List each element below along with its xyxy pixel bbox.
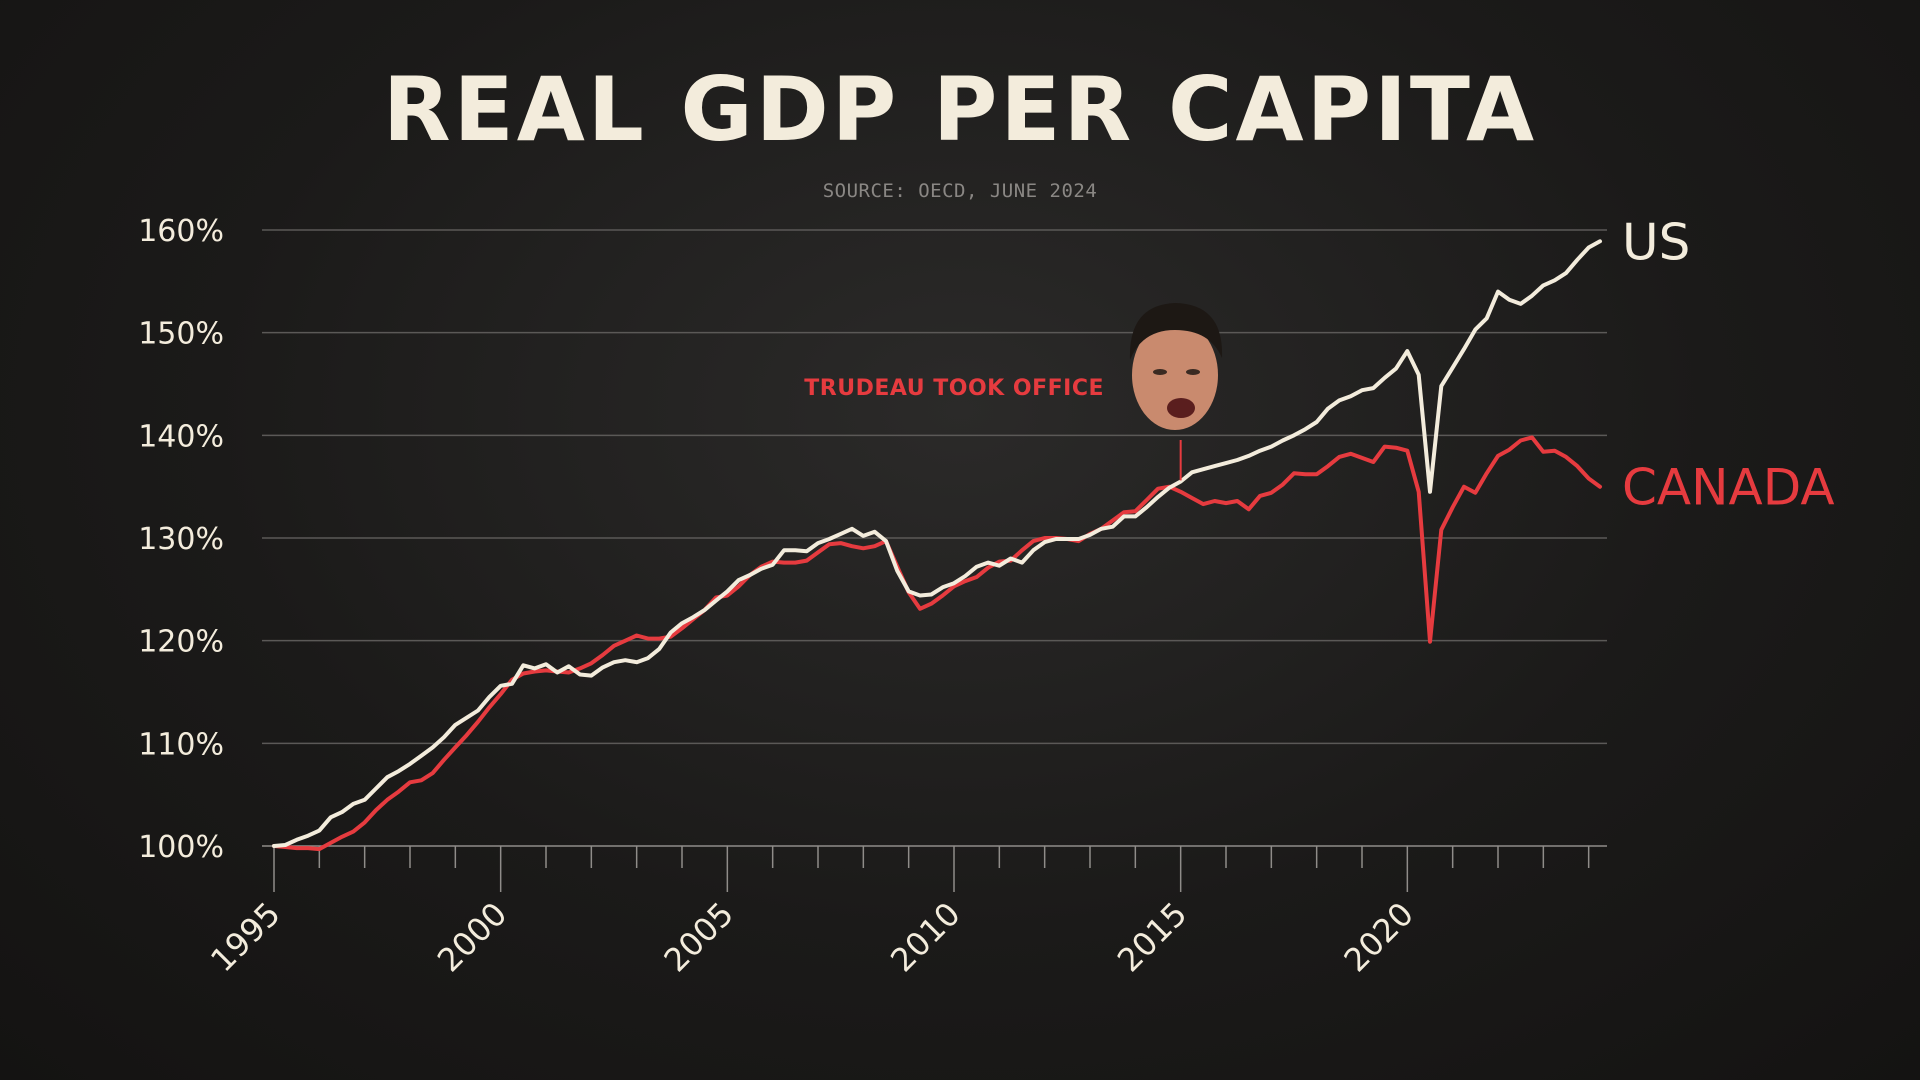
x-tick-label: 2000: [430, 895, 514, 979]
y-tick-label: 100%: [138, 830, 224, 865]
grid-layer: [262, 229, 1607, 847]
series-layer: US CANADA: [272, 213, 1835, 852]
x-tick-label: 2005: [657, 895, 741, 979]
legend-label-canada: CANADA: [1622, 459, 1835, 517]
x-tick-label: 2010: [883, 895, 967, 979]
x-tick-label: 1995: [203, 895, 287, 979]
y-tick-label: 130%: [138, 522, 224, 557]
legend-label-us: US: [1622, 213, 1690, 271]
chart-title: REAL GDP PER CAPITA: [383, 58, 1537, 161]
y-tick-label: 150%: [138, 317, 224, 352]
y-tick-label: 110%: [138, 727, 224, 762]
y-tick-label: 140%: [138, 419, 224, 454]
annotation-label: TRUDEAU TOOK OFFICE: [804, 376, 1104, 401]
annotation-layer: TRUDEAU TOOK OFFICE: [804, 303, 1223, 481]
y-tick-label: 120%: [138, 625, 224, 660]
series-line-us: [272, 239, 1602, 848]
axis-layer: 100% 110% 120% 130% 140% 150% 160% 1995 2000 2005…: [138, 214, 1590, 979]
x-tick-label: 2015: [1110, 895, 1194, 979]
chart-subtitle: SOURCE: OECD, JUNE 2024: [823, 180, 1098, 202]
x-tick-label: 2020: [1337, 895, 1421, 979]
annotation-head-icon: [1129, 303, 1223, 430]
y-tick-label: 160%: [138, 214, 224, 249]
series-line-canada: [272, 435, 1602, 852]
